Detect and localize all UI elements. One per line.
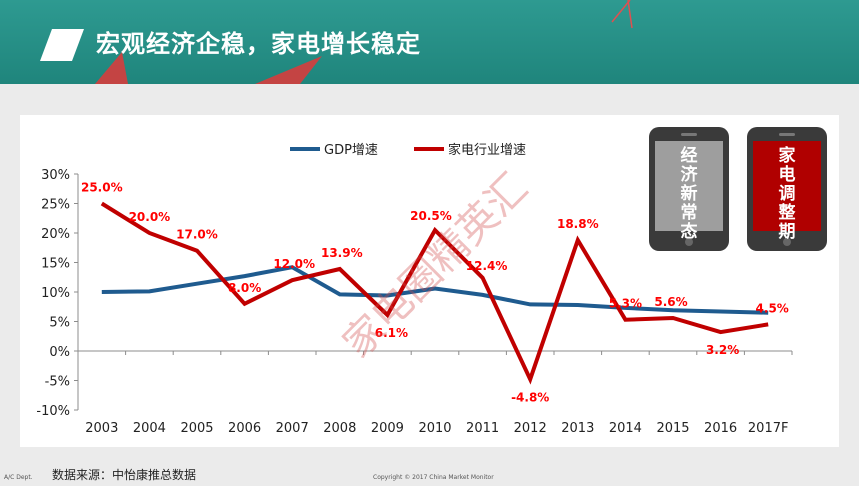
data-label: 25.0% — [81, 181, 123, 195]
y-tick-label: 25% — [41, 198, 70, 213]
phone-right-screen — [753, 141, 821, 231]
line-chart: 30% 25% 20% 15% 10% 5% 0% -5% -10% 2003 2004 2005 20… — [36, 127, 827, 436]
data-label: 8.0% — [228, 281, 261, 295]
header-decoration — [95, 0, 633, 84]
x-tick-label: 2017F — [748, 421, 789, 436]
x-tick-label: 2006 — [228, 421, 261, 436]
data-label: 17.0% — [176, 228, 218, 242]
x-tick-label: 2013 — [561, 421, 594, 436]
y-tick-label: 5% — [49, 316, 70, 331]
phone-left-screen — [655, 141, 723, 231]
title-parallelogram-icon — [40, 29, 84, 61]
y-tick-label: 15% — [41, 257, 70, 272]
copyright: Copyright © 2017 China Market Monitor — [373, 474, 494, 481]
x-tick-label: 2016 — [704, 421, 737, 436]
red-triangle-left — [95, 52, 128, 84]
legend-label-gdp: GDP增速 — [324, 143, 378, 158]
chart-panel: 30% 25% 20% 15% 10% 5% 0% -5% -10% 2003 2004 2005 20… — [20, 115, 839, 447]
x-tick-label: 2012 — [514, 421, 547, 436]
phone-left-home-button-icon — [685, 238, 693, 246]
y-tick-label: 30% — [41, 168, 70, 183]
y-tick-label: 0% — [49, 345, 70, 360]
series-line-2 — [100, 201, 769, 385]
data-label: -4.8% — [511, 390, 549, 404]
dept-label: A/C Dept. — [4, 474, 33, 481]
y-tick-label: -5% — [45, 375, 70, 390]
data-label: 6.1% — [375, 326, 408, 340]
data-label: 20.5% — [410, 209, 452, 223]
data-label: 4.5% — [756, 301, 789, 315]
data-label: 20.0% — [129, 210, 171, 224]
phone-right-speaker-icon — [779, 133, 795, 136]
data-label: 18.8% — [557, 217, 599, 231]
x-tick-label: 2015 — [656, 421, 689, 436]
title-bar: 宏观经济企稳，家电增长稳定 — [0, 0, 859, 84]
y-tick-label: 10% — [41, 286, 70, 301]
data-label: 5.3% — [609, 297, 642, 311]
data-label: 12.0% — [273, 257, 315, 271]
x-tick-label: 2003 — [85, 421, 118, 436]
y-tick-label: 20% — [41, 227, 70, 242]
red-line-deco-2 — [627, 0, 633, 29]
red-triangle-mid — [255, 56, 322, 84]
x-tick-label: 2014 — [609, 421, 642, 436]
x-tick-label: 2005 — [180, 421, 213, 436]
phone-right-text: 家电调整期 — [779, 145, 796, 242]
phone-left-speaker-icon — [681, 133, 697, 136]
data-label: 13.9% — [321, 246, 363, 260]
series-line-1 — [101, 265, 769, 315]
y-tick-label: -10% — [36, 404, 70, 419]
phone-right-home-button-icon — [783, 238, 791, 246]
x-tick-label: 2009 — [371, 421, 404, 436]
x-tick-label: 2004 — [133, 421, 166, 436]
x-tick-label: 2011 — [466, 421, 499, 436]
red-line-deco — [611, 0, 631, 23]
data-source: 数据来源：中怡康推总数据 — [52, 468, 197, 482]
legend-label-appliance: 家电行业增速 — [448, 142, 526, 158]
x-tick-label: 2010 — [418, 421, 451, 436]
phone-left-text: 经济新常态 — [681, 145, 699, 242]
data-label: 12.4% — [466, 259, 508, 273]
x-tick-label: 2007 — [276, 421, 309, 436]
data-label: 3.2% — [706, 343, 739, 357]
page-title: 宏观经济企稳，家电增长稳定 — [96, 30, 421, 58]
x-tick-label: 2008 — [323, 421, 356, 436]
data-label: 5.6% — [654, 295, 687, 309]
